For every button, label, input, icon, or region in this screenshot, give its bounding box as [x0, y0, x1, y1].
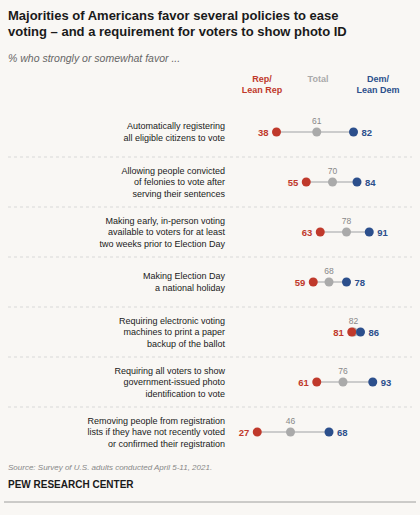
separators — [8, 157, 412, 407]
data-label: 82 — [349, 316, 359, 326]
dem-dot — [349, 128, 358, 137]
footer: PEW RESEARCH CENTER — [8, 479, 134, 490]
data-label: 38 — [258, 127, 269, 138]
dem-dot — [325, 428, 334, 437]
rep-dot — [309, 278, 318, 287]
data-label: 78 — [355, 277, 366, 288]
category-label: Requiring electronic votingmachines to p… — [119, 316, 226, 349]
background — [0, 0, 420, 515]
row-separator — [8, 207, 412, 208]
data-label: 81 — [333, 327, 344, 338]
total-dot — [339, 378, 348, 387]
category-label: Automatically registeringall eligible ci… — [123, 121, 225, 143]
total-dot — [325, 278, 334, 287]
rep-dot — [347, 328, 356, 337]
data-label: 46 — [286, 416, 296, 426]
row-separator — [8, 157, 412, 158]
series-header: Dem/Lean Dem — [356, 74, 399, 95]
data-label: 70 — [328, 166, 338, 176]
data-label: 84 — [365, 177, 376, 188]
data-label: 76 — [338, 366, 348, 376]
data-label: 91 — [377, 227, 388, 238]
row-separator — [8, 407, 412, 408]
chart-container: Majorities of Americans favor several po… — [0, 0, 420, 515]
chart: Majorities of Americans favor several po… — [0, 0, 420, 515]
row-separator — [8, 257, 412, 258]
series-header: Total — [308, 74, 329, 84]
bottom-rule — [4, 502, 416, 503]
dem-dot — [365, 228, 374, 237]
category-label: Making Election Daya national holiday — [143, 271, 226, 293]
subtitle: % who strongly or somewhat favor ... — [8, 52, 180, 64]
data-label: 78 — [342, 216, 352, 226]
rep-dot — [253, 428, 262, 437]
total-dot — [286, 428, 295, 437]
row-separator — [8, 307, 412, 308]
category-label: Making early, in-person votingavailable … — [99, 216, 225, 249]
category-label: Requiring all voters to showgovernment-i… — [114, 366, 225, 399]
data-label: 82 — [362, 127, 373, 138]
category-label: Removing people from registrationlists i… — [87, 416, 225, 449]
rep-dot — [302, 178, 311, 187]
dem-dot — [353, 178, 362, 187]
data-label: 86 — [369, 327, 380, 338]
data-label: 55 — [288, 177, 299, 188]
data-label: 61 — [298, 377, 309, 388]
data-label: 27 — [239, 427, 250, 438]
title: Majorities of Americans favor several po… — [8, 8, 347, 39]
row-separator — [8, 357, 412, 358]
data-label: 61 — [312, 116, 322, 126]
data-label: 93 — [381, 377, 392, 388]
data-label: 63 — [302, 227, 313, 238]
data-label: 68 — [337, 427, 348, 438]
data-label: 59 — [295, 277, 306, 288]
source: Source: Survey of U.S. adults conducted … — [8, 463, 212, 472]
total-dot — [328, 178, 337, 187]
dem-dot — [368, 378, 377, 387]
rep-dot — [316, 228, 325, 237]
category-label: Allowing people convictedof felonies to … — [121, 166, 225, 199]
total-dot — [342, 228, 351, 237]
rep-dot — [312, 378, 321, 387]
labels: 38 61 82 Automatically registeringall eligi… — [87, 116, 391, 449]
dem-dot — [356, 328, 365, 337]
series-header: Rep/Lean Rep — [242, 74, 283, 95]
rep-dot — [272, 128, 281, 137]
data-label: 68 — [324, 266, 334, 276]
dem-dot — [342, 278, 351, 287]
plot-marks — [253, 128, 378, 437]
total-dot — [312, 128, 321, 137]
